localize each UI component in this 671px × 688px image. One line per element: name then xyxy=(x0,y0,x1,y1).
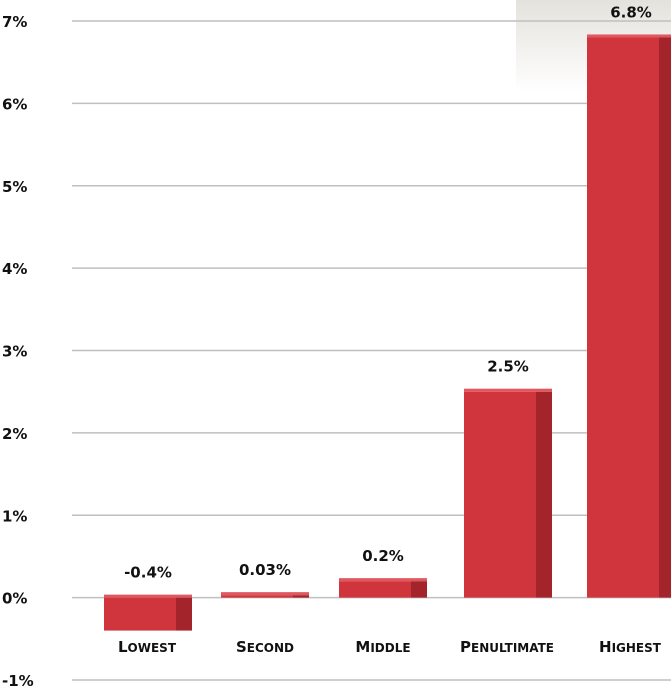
y-tick-label: 2% xyxy=(2,425,27,443)
category-label: HIGHEST xyxy=(599,638,662,656)
value-label: 6.8% xyxy=(610,3,652,21)
bar-side xyxy=(176,597,192,631)
bar-side xyxy=(659,37,671,598)
y-axis-tick-labels: 7% 6% 5% 4% 3% 2% 1% 0% -1% xyxy=(2,13,34,688)
bar-top xyxy=(587,34,671,38)
bar-top xyxy=(464,388,552,392)
bars xyxy=(104,34,671,631)
bar-side xyxy=(293,595,309,598)
category-labels: LOWEST SECOND MIDDLE PENULTIMATE HIGHEST xyxy=(118,638,662,656)
category-label: MIDDLE xyxy=(355,638,410,656)
y-tick-label: 1% xyxy=(2,507,27,525)
value-label: 2.5% xyxy=(487,358,529,376)
y-tick-label: 0% xyxy=(2,590,27,608)
bar-side xyxy=(536,391,552,598)
value-label: -0.4% xyxy=(124,564,172,582)
value-label: 0.03% xyxy=(239,561,291,579)
value-labels: -0.4% 0.03% 0.2% 2.5% 6.8% xyxy=(124,3,652,581)
y-tick-label: 4% xyxy=(2,260,27,278)
bar xyxy=(339,581,411,598)
y-tick-label: 7% xyxy=(2,13,27,31)
y-tick-label: 3% xyxy=(2,343,27,361)
bar-top xyxy=(104,594,192,598)
bar-top xyxy=(339,578,427,582)
bar xyxy=(221,595,293,598)
y-tick-label: -1% xyxy=(2,672,34,688)
category-label: SECOND xyxy=(236,638,294,656)
category-label: LOWEST xyxy=(118,638,177,656)
bar xyxy=(587,37,659,598)
bar-side xyxy=(411,581,427,598)
bar-top xyxy=(221,592,309,596)
bar xyxy=(104,597,176,631)
y-tick-label: 5% xyxy=(2,178,27,196)
value-label: 0.2% xyxy=(362,547,404,565)
y-tick-label: 6% xyxy=(2,95,27,113)
bar xyxy=(464,391,536,598)
category-label: PENULTIMATE xyxy=(460,638,554,656)
